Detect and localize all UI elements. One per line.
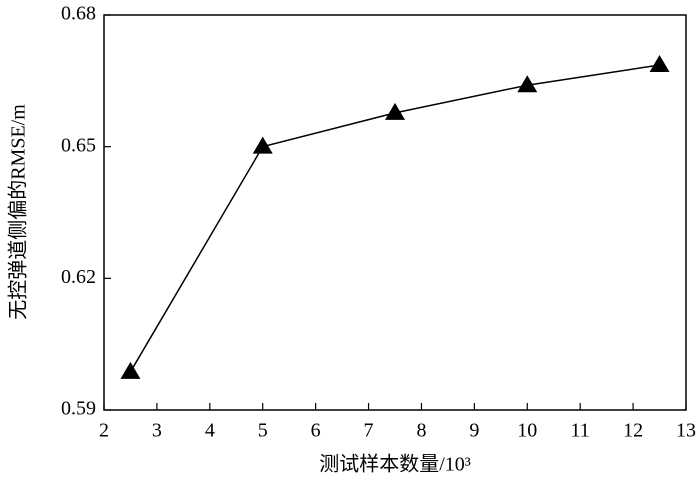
x-tick-label: 5 bbox=[258, 420, 268, 442]
x-tick-label: 6 bbox=[311, 420, 321, 442]
x-tick-label: 8 bbox=[416, 420, 426, 442]
x-tick-label: 12 bbox=[623, 420, 643, 442]
data-point bbox=[517, 75, 538, 93]
x-tick-label: 7 bbox=[364, 420, 374, 442]
x-tick-label: 4 bbox=[205, 420, 215, 442]
y-tick-label: 0.65 bbox=[61, 134, 96, 156]
x-tick-label: 9 bbox=[469, 420, 479, 442]
y-axis-label: 无控弹道侧偏的RMSE/m bbox=[7, 104, 30, 320]
x-axis-label: 测试样本数量/10³ bbox=[319, 453, 471, 476]
x-tick-label: 3 bbox=[152, 420, 162, 442]
data-point bbox=[649, 55, 670, 73]
data-point bbox=[385, 102, 405, 120]
plot-frame bbox=[103, 14, 687, 411]
x-tick-label: 11 bbox=[571, 420, 590, 442]
x-tick-label: 13 bbox=[676, 420, 696, 442]
y-tick-label: 0.68 bbox=[61, 3, 96, 25]
y-tick-label: 0.62 bbox=[61, 266, 96, 288]
x-tick-label: 10 bbox=[517, 420, 537, 442]
x-tick-label: 2 bbox=[99, 420, 109, 442]
y-tick-label: 0.59 bbox=[61, 398, 96, 420]
data-point bbox=[252, 136, 273, 154]
data-point bbox=[120, 361, 141, 379]
